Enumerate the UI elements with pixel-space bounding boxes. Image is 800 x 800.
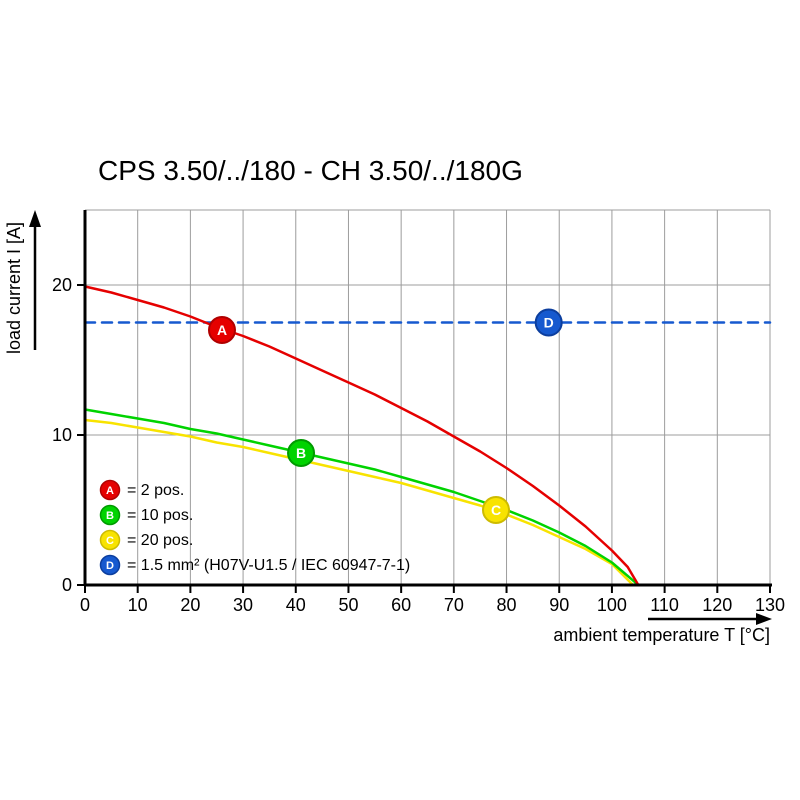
legend-swatch-letter-A: A <box>106 485 114 497</box>
legend-label-A: = 2 pos. <box>127 482 184 499</box>
chart-title: CPS 3.50/../180 - CH 3.50/../180G <box>98 155 523 186</box>
y-tick-label: 10 <box>52 425 72 445</box>
x-tick-label: 10 <box>128 595 148 615</box>
legend-swatch-A <box>99 479 121 501</box>
marker-D <box>534 308 563 337</box>
chart-plot-area: 0 10 20 30 40 50 60 70 80 90 100 110 120 130 0 10 20 A B C D… <box>52 209 785 615</box>
legend-swatch-C <box>99 529 121 551</box>
legend-swatch-letter-C: C <box>106 535 114 547</box>
y-tick-label: 20 <box>52 275 72 295</box>
curve-A <box>83 285 640 587</box>
x-axis-title: ambient temperature T [°C] <box>553 625 770 645</box>
x-tick-label: 60 <box>391 595 411 615</box>
marker-C <box>482 496 510 524</box>
x-tick-label: 110 <box>650 595 679 615</box>
legend-label-B: = 10 pos. <box>127 507 193 524</box>
marker-letter-B: B <box>296 445 306 461</box>
marker-letter-C: C <box>491 502 501 518</box>
x-tick-label: 0 <box>80 595 90 615</box>
marker-B <box>287 439 316 467</box>
legend-label-C: = 20 pos. <box>127 532 193 549</box>
legend-label-D: = 1.5 mm² (H07V-U1.5 / IEC 60947-7-1) <box>127 557 410 574</box>
x-tick-label: 80 <box>497 595 517 615</box>
x-tick-label: 120 <box>702 595 732 615</box>
x-tick-label: 50 <box>338 595 358 615</box>
legend-swatch-letter-D: D <box>106 560 114 572</box>
x-tick-label: 20 <box>180 595 200 615</box>
legend-swatch-D <box>99 554 121 576</box>
curve-B <box>83 408 640 587</box>
y-axis-arrowhead <box>29 210 41 227</box>
x-tick-label: 40 <box>286 595 306 615</box>
legend-swatch-letter-B: B <box>106 510 114 522</box>
curve-C <box>83 418 635 587</box>
legend-swatch-B <box>99 504 121 526</box>
x-tick-label: 100 <box>597 595 627 615</box>
y-tick-label: 0 <box>62 575 72 595</box>
x-axis-arrowhead <box>756 613 772 625</box>
x-tick-label: 30 <box>233 595 253 615</box>
marker-letter-A: A <box>217 322 227 338</box>
x-tick-label: 130 <box>755 595 785 615</box>
marker-letter-D: D <box>544 315 554 331</box>
x-tick-label: 70 <box>444 595 464 615</box>
y-axis-title: load current I [A] <box>4 222 24 354</box>
x-tick-label: 90 <box>549 595 569 615</box>
marker-A <box>208 316 236 344</box>
